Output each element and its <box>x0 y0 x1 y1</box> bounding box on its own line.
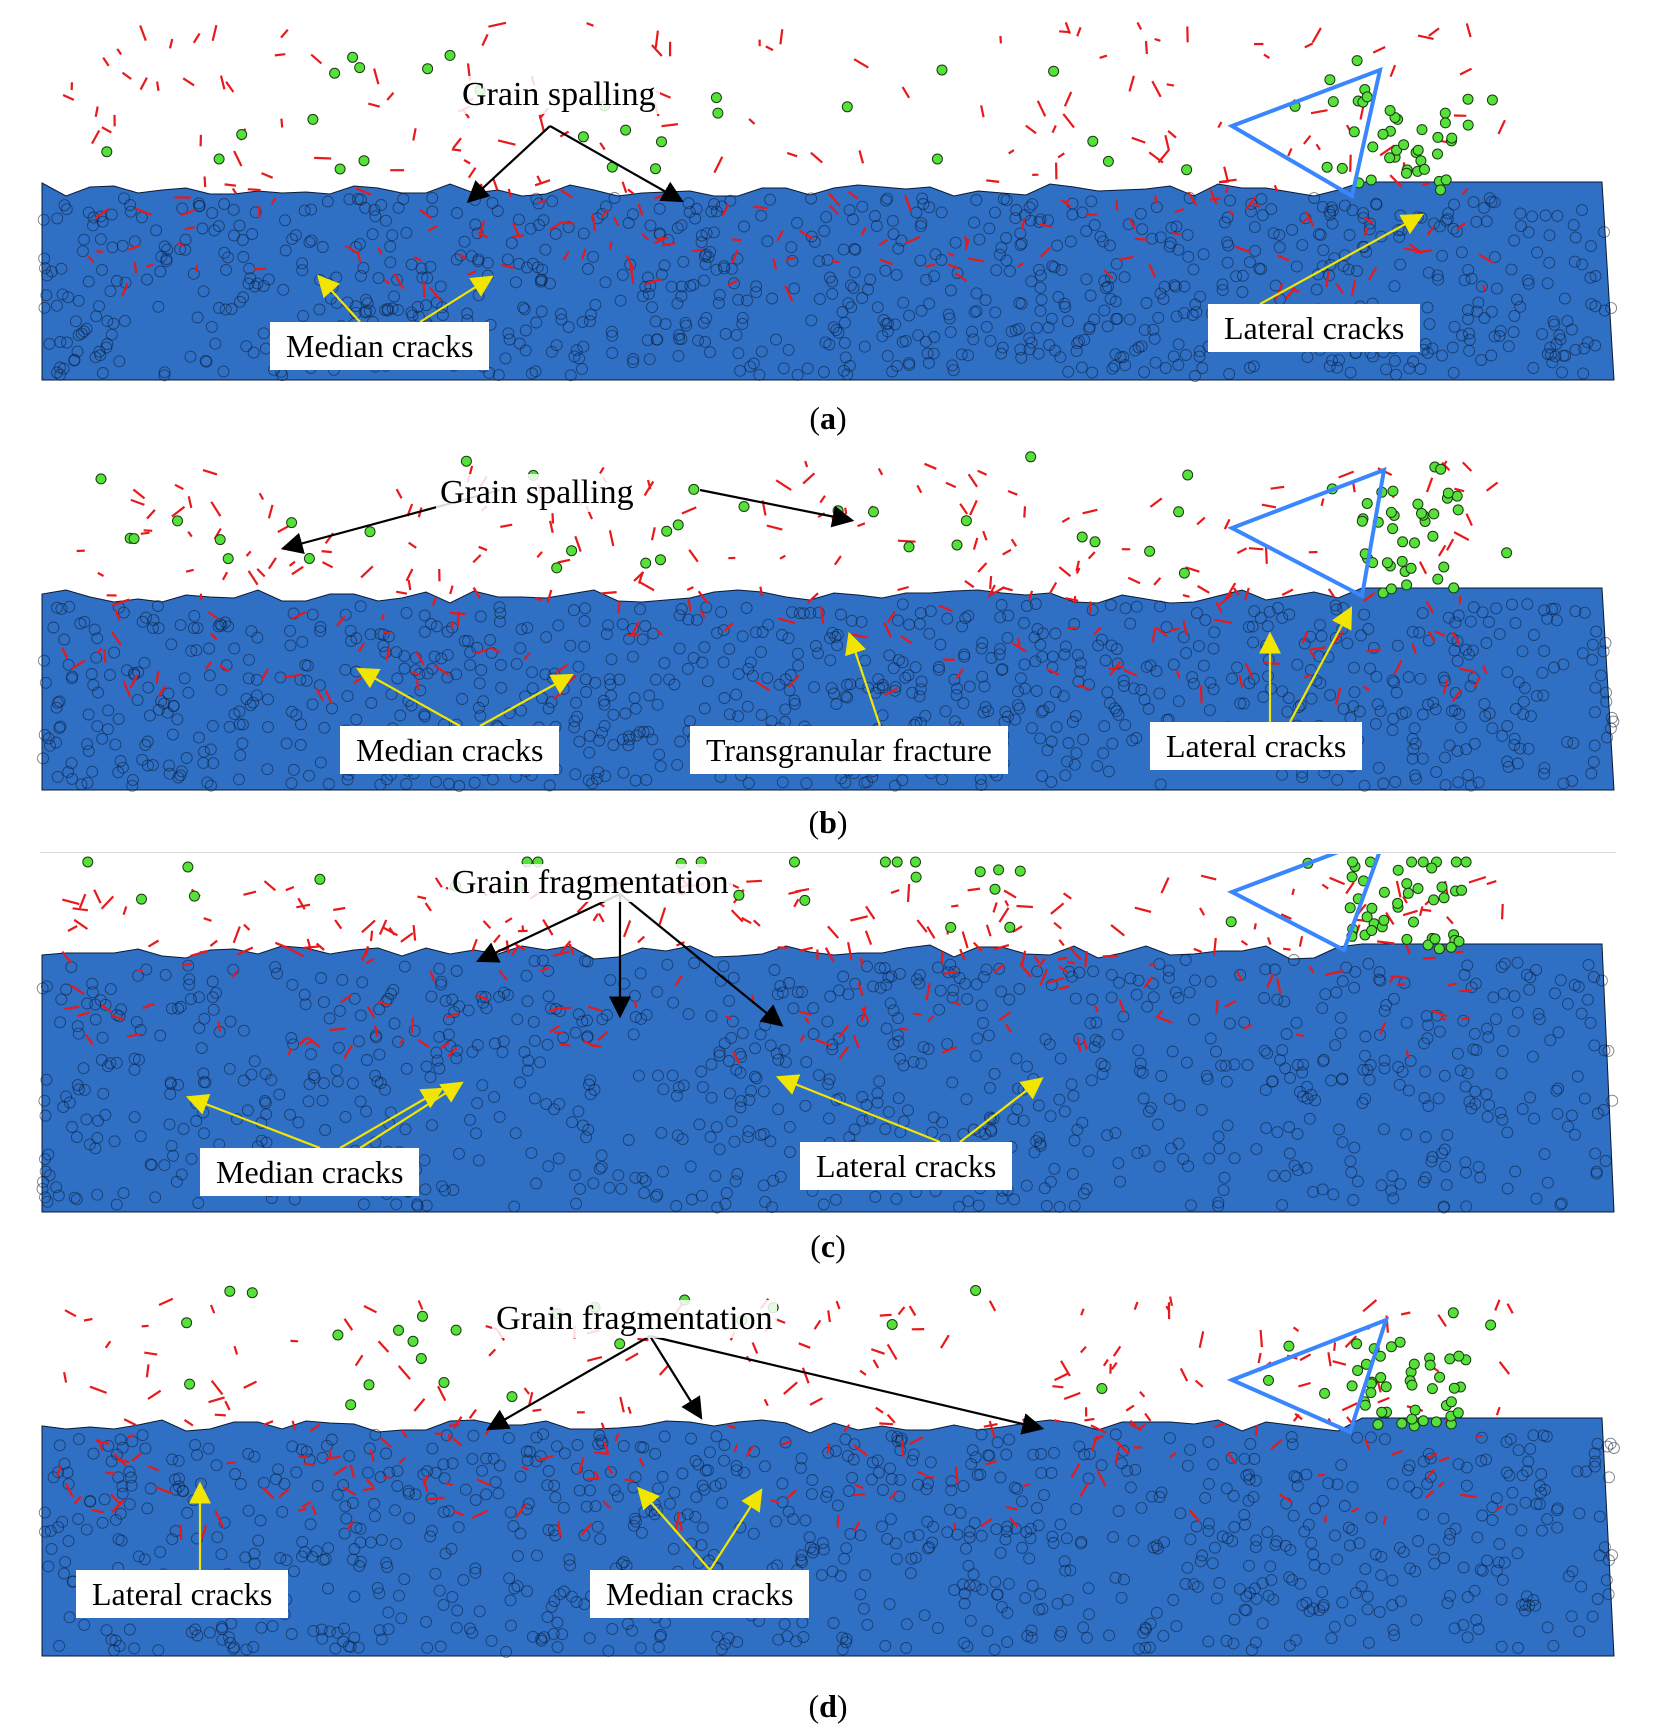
callout-arrow <box>479 673 574 727</box>
crack-network <box>55 1296 1514 1540</box>
divider <box>40 852 1616 853</box>
callout-arrow <box>775 1074 941 1144</box>
lateral-cracks-label: Lateral cracks <box>76 1570 289 1618</box>
grain-fragmentation-label: Grain fragmentation <box>448 864 733 902</box>
panel-caption: (c) <box>810 1228 846 1264</box>
median-cracks-label: Median cracks <box>590 1570 810 1618</box>
lateral-cracks-label: Lateral cracks <box>1150 722 1363 770</box>
callout-arrow <box>339 1087 444 1149</box>
cutting-tool-outline <box>1227 466 1387 600</box>
callout-arrow <box>959 1077 1044 1143</box>
median-cracks-label: Median cracks <box>200 1148 420 1196</box>
callout-arrow <box>649 1335 703 1420</box>
cutting-tool-outline <box>1227 66 1383 200</box>
substrate <box>41 943 1615 1213</box>
simulation-scene-d <box>38 1285 1620 1658</box>
callout-arrow <box>185 1094 321 1150</box>
panel-caption: (a) <box>809 400 847 436</box>
grain-spalling-label: Grain spalling <box>458 76 660 114</box>
lateral-cracks-label: Lateral cracks <box>800 1142 1013 1190</box>
grain-spalling-label: Grain spalling <box>436 474 638 512</box>
cutting-tool-outline <box>1227 854 1381 953</box>
panel-d: Grain fragmentation Lateral cracks Media… <box>0 1276 1656 1735</box>
fragment-cluster <box>101 49 1498 196</box>
callout-arrow <box>649 1334 1045 1435</box>
panel-a: Grain spalling Median cracks Lateral cra… <box>0 0 1656 440</box>
callout-arrow <box>845 631 882 727</box>
callout-arrow <box>1259 213 1424 305</box>
callout-arrow <box>466 125 551 203</box>
panel-b: Grain spalling Median cracks Transgranul… <box>0 440 1656 850</box>
grain-fragmentation-label: Grain fragmentation <box>492 1300 777 1338</box>
callout-arrow <box>419 275 494 323</box>
median-cracks-label: Median cracks <box>340 726 560 774</box>
lateral-cracks-label: Lateral cracks <box>1208 304 1421 352</box>
panel-caption: (b) <box>808 804 848 840</box>
fragment-cluster <box>82 856 1472 955</box>
transgranular-fracture-label: Transgranular fracture <box>690 726 1008 774</box>
grain-texture <box>38 1428 1620 1658</box>
substrate <box>41 1417 1615 1657</box>
median-cracks-label: Median cracks <box>270 322 490 370</box>
callout-arrow <box>486 1335 651 1431</box>
panel-c: Grain fragmentation Median cracks Latera… <box>0 854 1656 1280</box>
callout-arrow <box>709 1488 763 1571</box>
callout-arrow <box>476 893 621 963</box>
simulation-scene-b <box>37 451 1620 792</box>
callout-arrow <box>699 488 855 528</box>
panel-caption: (d) <box>808 1688 848 1724</box>
callout-arrow <box>317 274 361 323</box>
simulation-scene-a <box>37 21 1618 382</box>
fragment-cluster <box>181 1285 1497 1432</box>
callout-arrow <box>549 125 684 203</box>
callout-arrow <box>356 667 461 727</box>
callout-arrow <box>359 1081 464 1149</box>
crack-network <box>61 460 1499 706</box>
callout-arrow <box>637 1486 711 1571</box>
fragment-cluster <box>95 451 1513 599</box>
simulation-scene-c <box>36 854 1619 1214</box>
cutting-tool-outline <box>1226 1316 1390 1435</box>
callout-arrow <box>1289 606 1353 723</box>
callout-arrow <box>619 893 784 1027</box>
